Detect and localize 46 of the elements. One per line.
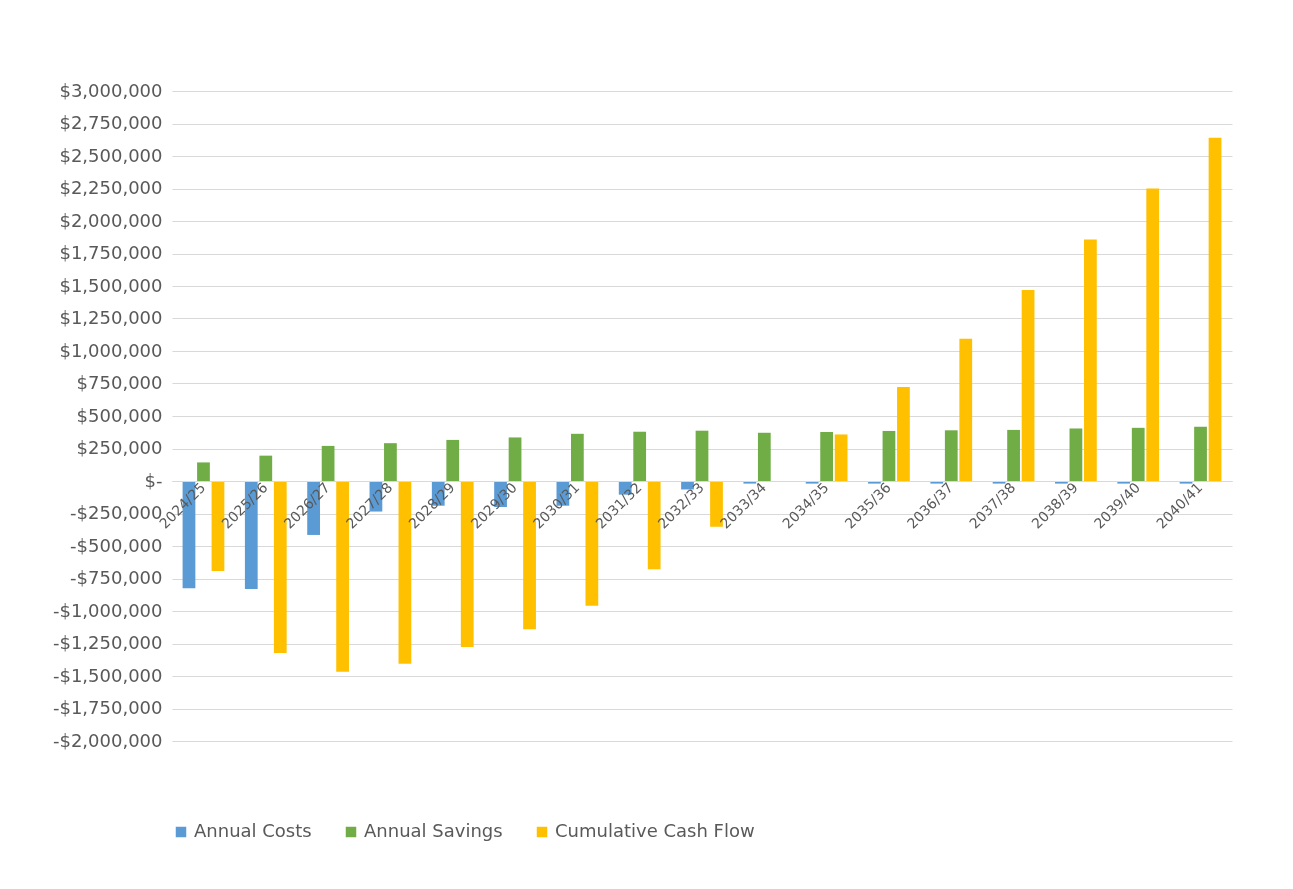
y-tick-label: -$500,000 [70,534,163,556]
legend-label: Cumulative Cash Flow [555,820,755,841]
y-tick-label: $1,250,000 [59,307,163,328]
bar [633,431,647,481]
y-tick-label: -$750,000 [70,567,163,588]
y-tick-label: $2,500,000 [59,144,163,166]
y-tick-label: $3,000,000 [59,79,163,101]
bar [321,445,335,481]
bar [897,386,910,481]
bar [570,433,584,481]
bar [834,434,848,481]
legend-label: Annual Savings [364,820,503,841]
bar [1021,290,1035,481]
y-tick-label: $2,750,000 [59,112,163,133]
bar [446,439,460,481]
bar [1131,427,1145,481]
bar [508,437,522,481]
bar [959,338,973,481]
y-tick-label: $250,000 [76,437,163,458]
y-tick-label: $500,000 [76,404,163,426]
bar [695,430,709,481]
bar [944,430,958,481]
y-tick-label: $2,250,000 [59,177,163,198]
legend-label: Annual Costs [194,820,312,841]
bar [1084,239,1097,481]
y-tick-label: $2,000,000 [59,209,163,231]
bar [1007,429,1020,481]
y-tick-label: -$1,750,000 [52,697,163,718]
y-tick-label: -$2,000,000 [52,729,163,751]
y-tick-label: $750,000 [76,372,163,393]
bar [1208,137,1222,481]
bar [820,431,834,481]
y-tick-label: $1,750,000 [59,242,163,263]
y-tick-label: -$1,500,000 [52,664,163,686]
bar [882,430,896,481]
bar [1069,428,1083,481]
y-tick-label: $1,500,000 [59,274,163,296]
y-tick-label: $1,000,000 [59,339,163,361]
bar [1146,188,1160,481]
y-tick-label: -$1,250,000 [52,632,163,653]
bar [259,455,273,481]
bar [197,462,210,481]
bar [1194,426,1207,481]
bar [757,432,771,481]
bar [384,443,397,481]
y-tick-label: -$1,000,000 [52,599,163,621]
